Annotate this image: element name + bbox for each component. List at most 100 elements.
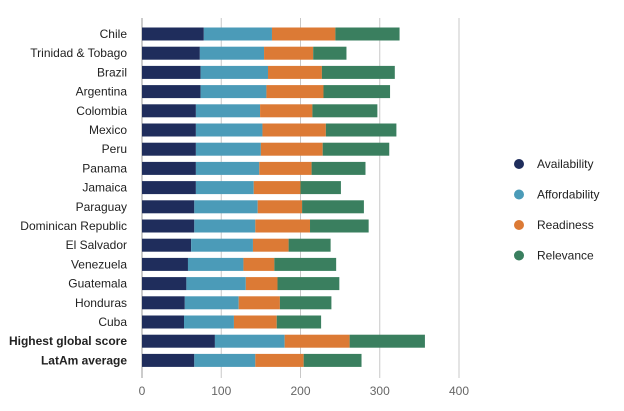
bar-segment-readiness — [252, 238, 289, 252]
bar-segment-affordability — [191, 238, 253, 252]
bar-segment-readiness — [255, 353, 304, 367]
bar-segment-availability — [142, 334, 215, 348]
category-label: Mexico — [89, 123, 127, 137]
bar-segment-affordability — [199, 46, 265, 60]
bar-segment-readiness — [259, 161, 312, 175]
bar-segment-availability — [142, 353, 195, 367]
bar-segment-availability — [142, 296, 185, 310]
category-label: Panama — [82, 161, 127, 175]
category-label: Chile — [100, 27, 128, 41]
bar-segment-availability — [142, 257, 188, 271]
bar-segment-readiness — [268, 65, 322, 79]
bar-segment-affordability — [187, 257, 244, 271]
category-label: Dominican Republic — [20, 219, 127, 233]
bar-segment-affordability — [194, 219, 256, 233]
legend: Availability Affordability Readiness Releva… — [514, 157, 599, 263]
bar-segment-affordability — [203, 27, 272, 41]
bar-segment-availability — [142, 200, 195, 214]
bar-segment-affordability — [184, 296, 239, 310]
bar-segment-relevance — [349, 334, 425, 348]
bar-segment-affordability — [195, 181, 254, 195]
bar-segment-availability — [142, 104, 196, 118]
category-label: Guatemala — [68, 277, 127, 291]
bar-segment-relevance — [312, 104, 378, 118]
x-axis-ticks: 0 100 200 300 400 — [139, 384, 470, 398]
legend-marker-affordability — [514, 189, 524, 200]
bar-segment-relevance — [276, 315, 322, 329]
bar-segment-availability — [142, 315, 185, 329]
x-tick-label: 300 — [370, 384, 390, 398]
bar-segment-relevance — [323, 85, 391, 99]
bar-segment-relevance — [310, 219, 369, 233]
bar-segment-readiness — [245, 277, 278, 291]
bar-segment-availability — [142, 219, 195, 233]
bar-segment-affordability — [195, 142, 261, 156]
bar-segment-readiness — [264, 46, 314, 60]
legend-marker-relevance — [514, 250, 524, 261]
bar-segment-relevance — [303, 353, 362, 367]
legend-label: Affordability — [537, 188, 599, 202]
bar-segment-readiness — [238, 296, 280, 310]
bar-segment-affordability — [195, 123, 263, 137]
category-label: Honduras — [75, 296, 127, 310]
category-label: Brazil — [97, 65, 127, 79]
category-label: Argentina — [76, 85, 128, 99]
bar-segment-affordability — [195, 161, 260, 175]
category-label: Paraguay — [76, 200, 127, 214]
bar-segment-availability — [142, 123, 196, 137]
bar-segment-readiness — [271, 27, 336, 41]
bar-segment-readiness — [260, 142, 323, 156]
category-label: El Salvador — [66, 238, 127, 252]
category-label: Cuba — [98, 315, 127, 329]
bar-segment-affordability — [184, 315, 234, 329]
legend-label: Readiness — [537, 218, 594, 232]
legend-label: Availability — [537, 157, 593, 171]
bar-segment-relevance — [279, 296, 332, 310]
bar-segment-affordability — [194, 353, 256, 367]
bar-segment-affordability — [214, 334, 285, 348]
bar-segment-availability — [142, 27, 204, 41]
bar-segment-readiness — [243, 257, 275, 271]
bar-segment-relevance — [274, 257, 337, 271]
bar-segment-readiness — [262, 123, 326, 137]
category-label: LatAm average — [41, 353, 127, 367]
bar-segment-relevance — [335, 27, 400, 41]
bar-segment-affordability — [195, 104, 261, 118]
bar-segment-readiness — [253, 181, 301, 195]
category-label: Highest global score — [9, 334, 127, 348]
bar-segment-relevance — [322, 142, 390, 156]
category-label: Peru — [102, 142, 127, 156]
bar-segment-availability — [142, 46, 200, 60]
category-label: Trinidad & Tobago — [30, 46, 127, 60]
bar-segment-affordability — [200, 85, 267, 99]
x-tick-label: 200 — [290, 384, 310, 398]
bar-segment-relevance — [300, 181, 341, 195]
category-labels: Chile Trinidad & Tobago Brazil Argentina Col… — [9, 27, 127, 367]
bar-segment-readiness — [233, 315, 277, 329]
bar-segment-readiness — [255, 219, 311, 233]
bar-segment-relevance — [311, 161, 366, 175]
bar-segment-availability — [142, 142, 196, 156]
x-tick-label: 0 — [139, 384, 146, 398]
legend-label: Relevance — [537, 249, 594, 263]
bar-segment-availability — [142, 85, 201, 99]
bars-group — [142, 27, 425, 367]
bar-segment-readiness — [284, 334, 350, 348]
bar-segment-availability — [142, 181, 196, 195]
bar-segment-availability — [142, 161, 196, 175]
bar-segment-affordability — [194, 200, 258, 214]
bar-segment-availability — [142, 65, 201, 79]
x-tick-label: 100 — [211, 384, 231, 398]
bar-segment-readiness — [257, 200, 303, 214]
bar-segment-relevance — [302, 200, 364, 214]
legend-marker-availability — [514, 159, 524, 169]
bar-segment-availability — [142, 277, 187, 291]
category-label: Jamaica — [82, 181, 127, 195]
bar-segment-relevance — [321, 65, 395, 79]
x-tick-label: 400 — [449, 384, 469, 398]
bar-segment-relevance — [288, 238, 331, 252]
bar-segment-relevance — [325, 123, 397, 137]
bar-segment-availability — [142, 238, 192, 252]
category-label: Colombia — [76, 104, 127, 118]
